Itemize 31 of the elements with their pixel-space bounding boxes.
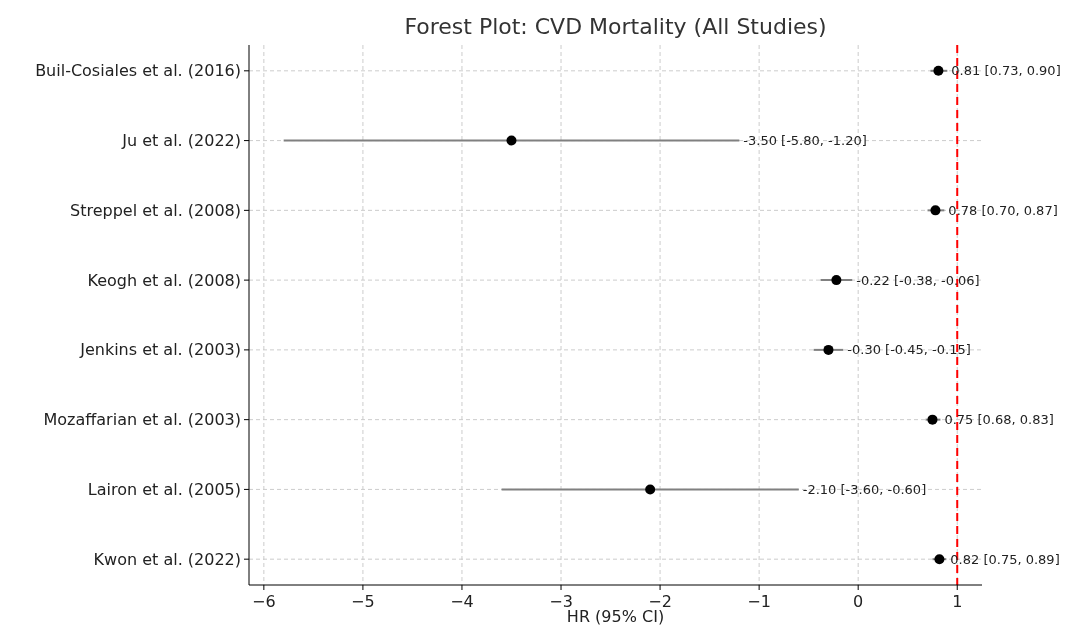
point [831,275,842,286]
x-tick-label: −4 [450,592,474,611]
chart-title: Forest Plot: CVD Mortality (All Studies) [404,14,827,39]
x-tick-label: −5 [351,592,375,611]
y-tick-label: Jenkins et al. (2003) [79,340,241,360]
point [645,484,656,495]
y-tick-label: Ju et al. (2022) [121,131,241,151]
point [927,414,938,425]
annotation: 0.78 [0.70, 0.87] [948,202,1058,218]
x-tick-label: −6 [252,592,276,611]
y-tick-label: Mozaffarian et al. (2003) [43,410,241,430]
point [934,554,945,565]
y-tick-label: Lairon et al. (2005) [87,480,241,500]
y-tick-label: Kwon et al. (2022) [93,549,241,569]
annotation: -2.10 [-3.60, -0.60] [802,481,927,497]
annotation: 0.82 [0.75, 0.89] [950,551,1060,567]
point [933,65,944,76]
point [930,205,941,216]
y-tick-label: Streppel et al. (2008) [69,200,241,220]
annotation: -3.50 [-5.80, -1.20] [743,133,867,149]
y-tick-label: Keogh et al. (2008) [87,270,241,290]
x-tick-label: −1 [747,592,771,611]
x-tick-label: 0 [853,592,864,611]
annotation: -0.30 [-0.45, -0.15] [847,342,971,358]
y-tick-label: Buil-Cosiales et al. (2016) [35,61,241,81]
x-tick-label: 1 [952,592,963,611]
annotation: 0.81 [0.73, 0.90] [951,63,1061,79]
annotation: 0.75 [0.68, 0.83] [944,412,1054,428]
annotation: -0.22 [-0.38, -0.06] [856,272,980,288]
point [823,344,834,355]
point [506,135,517,146]
